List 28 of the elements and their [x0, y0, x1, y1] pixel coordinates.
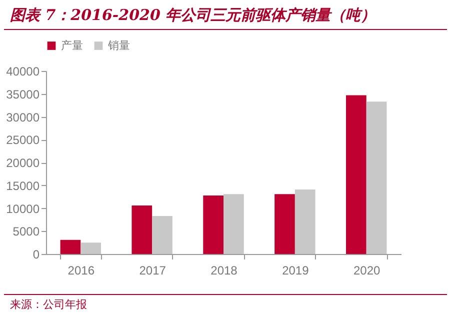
bar — [346, 95, 366, 254]
bar — [132, 206, 152, 254]
chart-title: 图表 7：2016-2020 年公司三元前驱体产销量（吨） — [4, 0, 447, 30]
bar — [203, 195, 224, 254]
y-tick-label: 5000 — [12, 224, 40, 239]
y-tick-label: 15000 — [6, 178, 40, 193]
bar — [60, 240, 81, 254]
source-note: 来源：公司年报 — [4, 294, 447, 312]
y-tick-label: 0 — [32, 248, 40, 262]
bar — [224, 194, 244, 254]
bar — [294, 189, 316, 254]
y-tick-label: 40000 — [6, 64, 40, 78]
y-tick-label: 10000 — [6, 202, 40, 216]
bar — [366, 102, 387, 254]
x-tick-label: 2017 — [139, 264, 166, 278]
y-tick-label: 30000 — [6, 110, 40, 124]
legend-label: 销量 — [107, 40, 130, 52]
legend-label: 产量 — [61, 38, 83, 52]
bar — [80, 242, 101, 254]
x-tick-label: 2016 — [68, 264, 95, 278]
y-tick-label: 35000 — [6, 87, 40, 102]
bar — [152, 216, 172, 254]
y-tick-label: 25000 — [6, 133, 40, 148]
y-tick-label: 20000 — [6, 156, 40, 170]
x-tick-label: 2018 — [210, 264, 238, 278]
x-tick-label: 2019 — [282, 264, 310, 278]
x-tick-label: 2020 — [354, 264, 381, 278]
bar — [274, 194, 295, 254]
